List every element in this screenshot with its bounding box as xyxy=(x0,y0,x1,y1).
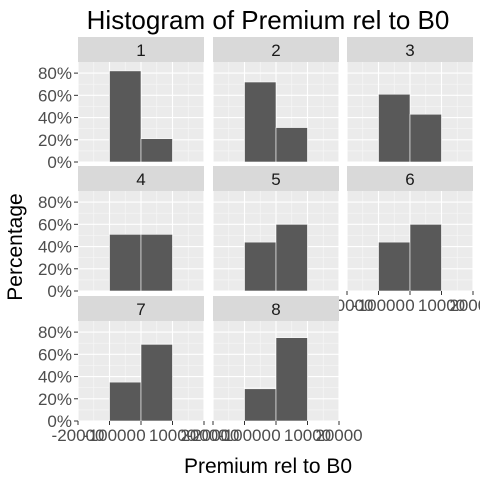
facet-panel-1: 1 0% 20% 40% 60% 80% xyxy=(38,37,204,172)
x-tick-label: -10000 xyxy=(218,426,271,445)
histogram-bar xyxy=(379,94,411,162)
histogram-bar xyxy=(379,242,411,291)
facet-strip-label: 7 xyxy=(136,300,145,319)
facet-strip-label: 6 xyxy=(405,170,414,189)
histogram-bar xyxy=(245,242,277,291)
histogram-bar xyxy=(110,382,142,421)
facet-strip-label: 1 xyxy=(136,41,145,60)
histogram-bar xyxy=(110,234,142,291)
facet-strip-label: 5 xyxy=(271,170,280,189)
histogram-bar xyxy=(410,224,442,291)
facet-panel-5: 5 xyxy=(213,166,339,291)
histogram-bar xyxy=(276,224,308,291)
x-tick-label: -10000 xyxy=(352,296,405,315)
facet-panel-2: 2 xyxy=(213,37,339,162)
y-tick-label: 0% xyxy=(47,282,72,301)
histogram-bar xyxy=(410,114,442,162)
facet-panel-3: 3 xyxy=(347,37,473,162)
facet-strip-label: 4 xyxy=(136,170,145,189)
histogram-bar xyxy=(110,71,142,162)
x-axis-label: Premium rel to B0 xyxy=(184,455,352,478)
y-tick-label: 20% xyxy=(38,131,72,150)
histogram-bar xyxy=(276,128,308,162)
x-tick-label: 20000 xyxy=(315,426,362,445)
x-tick-label: 0 xyxy=(405,296,414,315)
chart-title: Histogram of Premium rel to B0 xyxy=(87,5,450,35)
x-tick-label: 0 xyxy=(271,426,280,445)
x-tick-label: -10000 xyxy=(83,426,136,445)
histogram-bar xyxy=(276,338,308,421)
histogram-bar xyxy=(245,389,277,421)
y-tick-label: 0% xyxy=(47,153,72,172)
y-tick-label: 60% xyxy=(38,345,72,364)
x-tick-label: 0 xyxy=(136,426,145,445)
y-tick-label: 60% xyxy=(38,215,72,234)
facet-strip-label: 3 xyxy=(405,41,414,60)
facet-strip-label: 8 xyxy=(271,300,280,319)
histogram-bar xyxy=(245,82,277,162)
facet-panel-4: 40%20%40%60%80% xyxy=(38,166,204,301)
y-tick-label: 20% xyxy=(38,260,72,279)
facet-grid: 10%20%40%60%80%2 340%20%40%60%80%5 6-20000… xyxy=(38,37,480,445)
y-tick-label: 20% xyxy=(38,390,72,409)
y-tick-label: 40% xyxy=(38,238,72,257)
y-tick-label: 40% xyxy=(38,109,72,128)
y-tick-label: 40% xyxy=(38,368,72,387)
y-tick-label: 80% xyxy=(38,64,72,83)
x-tick-label: 20000 xyxy=(449,296,480,315)
facet-strip-label: 2 xyxy=(271,41,280,60)
y-axis-label: Percentage xyxy=(4,193,27,300)
histogram-bar xyxy=(141,344,173,421)
histogram-bar xyxy=(141,139,173,162)
y-tick-label: 60% xyxy=(38,86,72,105)
histogram-bar xyxy=(141,234,173,291)
y-tick-label: 80% xyxy=(38,193,72,212)
y-tick-label: 80% xyxy=(38,323,72,342)
